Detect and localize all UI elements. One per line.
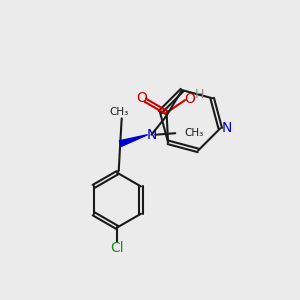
Text: CH₃: CH₃ — [184, 128, 203, 138]
Text: H: H — [195, 88, 205, 101]
Text: O: O — [136, 91, 147, 105]
Polygon shape — [119, 135, 148, 146]
Text: Cl: Cl — [110, 241, 124, 255]
Text: O: O — [184, 92, 195, 106]
Text: N: N — [146, 128, 157, 142]
Text: CH₃: CH₃ — [110, 107, 129, 117]
Text: N: N — [222, 122, 232, 135]
